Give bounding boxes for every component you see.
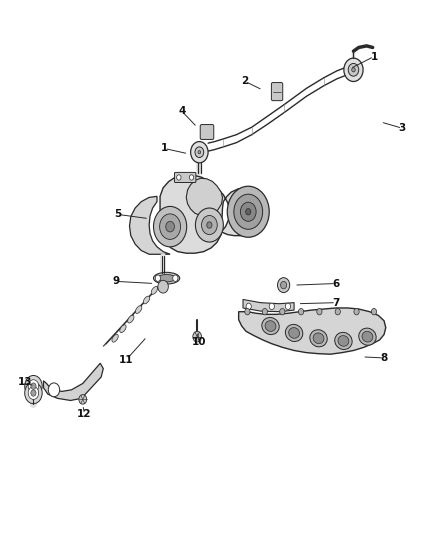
Circle shape [189,175,194,180]
Circle shape [191,142,208,163]
Circle shape [348,63,359,76]
Circle shape [371,309,377,315]
Circle shape [201,215,217,235]
Ellipse shape [135,306,142,313]
Circle shape [193,332,201,342]
Ellipse shape [112,334,118,342]
Ellipse shape [362,332,373,342]
Circle shape [227,186,269,237]
Text: 13: 13 [18,377,32,387]
Circle shape [28,386,39,399]
Circle shape [155,275,160,281]
Circle shape [246,208,251,215]
Ellipse shape [338,336,349,346]
Polygon shape [159,175,266,253]
Ellipse shape [127,315,134,323]
Circle shape [354,309,359,315]
Polygon shape [186,178,223,216]
Circle shape [31,390,36,396]
Circle shape [240,202,256,221]
Text: 8: 8 [381,353,388,363]
Polygon shape [243,300,294,312]
Text: 9: 9 [113,277,120,286]
Circle shape [281,281,287,289]
Circle shape [28,379,39,392]
Ellipse shape [120,325,126,333]
Text: 3: 3 [399,123,406,133]
Text: 12: 12 [77,409,92,419]
Ellipse shape [335,333,352,350]
Circle shape [246,303,251,310]
Ellipse shape [151,287,158,294]
Circle shape [335,309,340,315]
Circle shape [344,58,363,82]
Circle shape [31,383,36,389]
Circle shape [269,303,275,310]
Circle shape [166,221,174,232]
Ellipse shape [153,272,180,284]
FancyBboxPatch shape [174,172,196,182]
Text: 1: 1 [371,52,378,61]
Ellipse shape [289,328,300,338]
Ellipse shape [265,321,276,332]
Circle shape [352,68,355,72]
Ellipse shape [359,328,376,345]
Circle shape [153,206,187,247]
Circle shape [25,382,42,403]
Ellipse shape [262,318,279,335]
Ellipse shape [158,274,175,282]
Circle shape [245,309,250,315]
FancyBboxPatch shape [272,83,283,101]
Circle shape [262,309,268,315]
Text: 7: 7 [332,297,340,308]
Circle shape [280,309,285,315]
Text: 11: 11 [119,354,134,365]
Circle shape [207,222,212,228]
Ellipse shape [310,330,327,347]
Circle shape [159,214,180,239]
Circle shape [173,275,178,281]
Circle shape [298,309,304,315]
Text: 2: 2 [242,77,249,86]
Text: 1: 1 [161,143,168,154]
Polygon shape [130,196,170,254]
Polygon shape [239,308,386,354]
Circle shape [158,280,168,293]
Circle shape [177,175,181,180]
Circle shape [198,151,201,154]
Ellipse shape [286,325,303,342]
Circle shape [317,309,322,315]
Circle shape [25,375,42,397]
Text: 5: 5 [114,209,121,220]
FancyBboxPatch shape [200,125,214,140]
Circle shape [234,194,263,229]
Circle shape [278,278,290,293]
Text: 4: 4 [178,106,186,116]
Polygon shape [43,364,103,400]
Ellipse shape [143,296,150,304]
Circle shape [195,208,223,242]
Circle shape [79,394,87,404]
Ellipse shape [313,333,324,344]
Circle shape [286,303,290,310]
Text: 6: 6 [332,279,339,288]
Text: 10: 10 [192,337,207,347]
Circle shape [48,383,60,397]
Circle shape [195,147,204,158]
